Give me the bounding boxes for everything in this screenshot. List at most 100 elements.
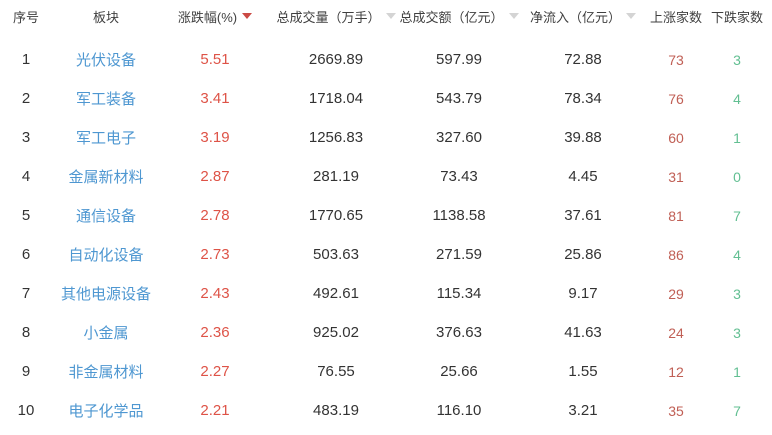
change-percent: 2.27: [200, 363, 230, 380]
up-count: 73: [668, 51, 684, 68]
up-count: 81: [668, 207, 684, 224]
net-inflow: 1.55: [568, 363, 598, 380]
total-volume: 281.19: [313, 168, 359, 185]
change-percent: 2.43: [200, 285, 230, 302]
column-header-down_count[interactable]: 下跌家数: [702, 0, 772, 32]
net-inflow: 9.17: [568, 285, 598, 302]
table-row[interactable]: 6 自动化设备 2.73 503.63 271.59 25.86 86 4: [0, 235, 772, 274]
total-volume: 76.55: [317, 363, 355, 380]
table-row[interactable]: 1 光伏设备 5.51 2669.89 597.99 72.88 73 3: [0, 40, 772, 79]
net-inflow: 3.21: [568, 402, 598, 419]
column-header-label: 总成交额（亿元）: [399, 9, 504, 25]
total-turnover: 73.43: [440, 168, 478, 185]
sector-link[interactable]: 电子化学品: [68, 403, 144, 420]
down-count: 1: [733, 129, 741, 146]
column-header-sector[interactable]: 板块: [52, 0, 160, 32]
net-inflow: 39.88: [564, 129, 602, 146]
table-row[interactable]: 2 军工装备 3.41 1718.04 543.79 78.34 76 4: [0, 79, 772, 118]
sector-link[interactable]: 金属新材料: [68, 169, 144, 186]
row-index: 10: [17, 402, 35, 419]
table-row[interactable]: 9 非金属材料 2.27 76.55 25.66 1.55 12 1: [0, 352, 772, 391]
sector-link[interactable]: 军工电子: [75, 130, 136, 147]
up-count: 31: [668, 168, 684, 185]
sector-link[interactable]: 军工装备: [75, 91, 136, 108]
table-row[interactable]: 10 电子化学品 2.21 483.19 116.10 3.21 35 7: [0, 391, 772, 430]
sort-toggle-icon[interactable]: [626, 13, 636, 19]
change-percent: 2.73: [200, 246, 230, 263]
column-header-turnover[interactable]: 总成交额（亿元）: [399, 0, 519, 32]
column-header-label: 板块: [92, 9, 119, 25]
total-turnover: 116.10: [436, 402, 482, 419]
up-count: 12: [668, 363, 684, 380]
column-header-net_inflow[interactable]: 净流入（亿元）: [516, 0, 650, 32]
change-percent: 2.21: [200, 402, 230, 419]
down-count: 7: [733, 207, 741, 224]
up-count: 60: [668, 129, 684, 146]
sector-link[interactable]: 通信设备: [75, 208, 136, 225]
row-index: 3: [21, 129, 31, 146]
change-percent: 3.19: [200, 129, 230, 146]
row-index: 6: [21, 246, 31, 263]
column-header-volume[interactable]: 总成交量（万手）: [270, 0, 402, 32]
change-percent: 2.78: [200, 207, 230, 224]
column-header-label: 净流入（亿元）: [529, 9, 621, 25]
down-count: 3: [733, 285, 741, 302]
net-inflow: 72.88: [564, 51, 602, 68]
sort-toggle-icon[interactable]: [385, 13, 396, 19]
sector-link[interactable]: 其他电源设备: [60, 286, 151, 303]
total-turnover: 1138.58: [432, 207, 486, 224]
net-inflow: 25.86: [564, 246, 602, 263]
down-count: 4: [733, 246, 741, 263]
column-header-label: 序号: [12, 9, 39, 25]
total-turnover: 597.99: [436, 51, 482, 68]
total-turnover: 376.63: [436, 324, 482, 341]
row-index: 2: [21, 90, 31, 107]
change-percent: 5.51: [200, 51, 230, 68]
column-header-change_pct[interactable]: 涨跌幅(%): [160, 0, 270, 32]
sector-link[interactable]: 自动化设备: [68, 247, 144, 264]
total-volume: 1718.04: [308, 90, 364, 107]
column-header-up_count[interactable]: 上涨家数: [650, 0, 702, 32]
row-index: 4: [21, 168, 31, 185]
table-row[interactable]: 7 其他电源设备 2.43 492.61 115.34 9.17 29 3: [0, 274, 772, 313]
column-header-label: 上涨家数: [650, 9, 703, 25]
up-count: 29: [668, 285, 684, 302]
total-volume: 925.02: [313, 324, 359, 341]
sector-link[interactable]: 光伏设备: [75, 52, 136, 69]
change-percent: 2.87: [200, 168, 230, 185]
sector-link[interactable]: 小金属: [83, 325, 129, 342]
net-inflow: 41.63: [564, 324, 602, 341]
sort-toggle-icon[interactable]: [508, 13, 519, 19]
down-count: 7: [733, 402, 741, 419]
up-count: 86: [668, 246, 684, 263]
total-turnover: 25.66: [440, 363, 478, 380]
total-turnover: 271.59: [436, 246, 482, 263]
table-row[interactable]: 3 军工电子 3.19 1256.83 327.60 39.88 60 1: [0, 118, 772, 157]
total-turnover: 327.60: [436, 129, 482, 146]
table-row[interactable]: 5 通信设备 2.78 1770.65 1138.58 37.61 81 7: [0, 196, 772, 235]
row-index: 9: [21, 363, 31, 380]
table-row[interactable]: 8 小金属 2.36 925.02 376.63 41.63 24 3: [0, 313, 772, 352]
net-inflow: 4.45: [568, 168, 598, 185]
up-count: 24: [668, 324, 684, 341]
total-volume: 2669.89: [308, 51, 364, 68]
sector-link[interactable]: 非金属材料: [68, 364, 144, 381]
table-body: 1 光伏设备 5.51 2669.89 597.99 72.88 73 3 2 …: [0, 40, 772, 430]
down-count: 1: [733, 363, 741, 380]
row-index: 5: [21, 207, 31, 224]
total-turnover: 543.79: [436, 90, 482, 107]
table-row[interactable]: 4 金属新材料 2.87 281.19 73.43 4.45 31 0: [0, 157, 772, 196]
total-volume: 1256.83: [308, 129, 364, 146]
net-inflow: 37.61: [564, 207, 602, 224]
column-header-index[interactable]: 序号: [0, 0, 52, 32]
total-volume: 1770.65: [308, 207, 364, 224]
down-count: 0: [733, 168, 741, 185]
down-count: 3: [733, 324, 741, 341]
net-inflow: 78.34: [564, 90, 602, 107]
change-percent: 2.36: [200, 324, 230, 341]
down-count: 4: [733, 90, 741, 107]
column-header-label: 下跌家数: [710, 9, 763, 25]
sort-desc-active-icon[interactable]: [242, 13, 253, 19]
down-count: 3: [733, 51, 741, 68]
